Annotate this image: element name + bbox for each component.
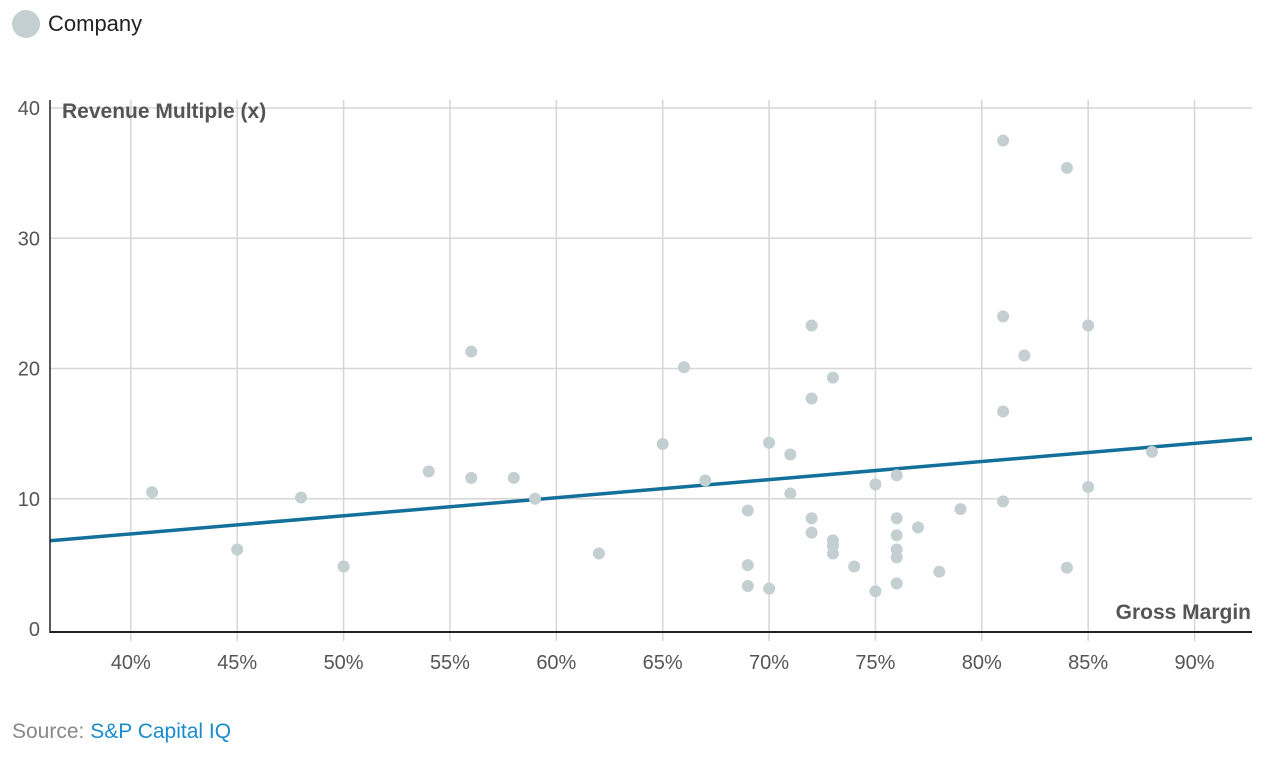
x-tick-label: 85%	[1068, 652, 1108, 674]
data-point	[1082, 319, 1095, 332]
points-group	[146, 134, 1159, 598]
y-tick-label: 40	[18, 98, 40, 120]
data-point	[1060, 161, 1073, 174]
x-tick-label: 45%	[217, 652, 257, 674]
data-point	[1146, 445, 1159, 458]
data-point	[784, 448, 797, 461]
legend-label-company: Company	[48, 11, 143, 36]
data-point	[826, 371, 839, 384]
data-point	[890, 529, 903, 542]
x-tick-label: 70%	[749, 652, 789, 674]
data-point	[869, 585, 882, 598]
data-point	[741, 580, 754, 593]
x-tick-label: 40%	[111, 652, 151, 674]
data-point	[146, 486, 159, 499]
data-point	[826, 547, 839, 560]
data-point	[805, 319, 818, 332]
source-note: Source: S&P Capital IQ	[12, 720, 231, 744]
data-point	[911, 521, 924, 534]
data-point	[295, 491, 308, 504]
x-axis-title: Gross Margin	[1116, 601, 1251, 624]
data-point	[465, 345, 478, 358]
x-tick-label: 55%	[430, 652, 470, 674]
x-tick-label: 60%	[536, 652, 576, 674]
trendline-group	[49, 436, 1253, 543]
data-point	[677, 361, 690, 374]
data-point	[465, 471, 478, 484]
data-point	[954, 503, 967, 516]
y-tick-label: 30	[18, 228, 40, 250]
y-tick-label: 20	[18, 359, 40, 381]
y-tick-label: 10	[18, 489, 40, 511]
data-point	[1060, 561, 1073, 574]
legend: Company	[12, 10, 142, 38]
data-point	[997, 134, 1010, 147]
data-point	[592, 547, 605, 560]
data-point	[805, 512, 818, 525]
data-point	[763, 436, 776, 449]
data-point	[337, 560, 350, 573]
data-point	[231, 543, 244, 556]
data-point	[848, 560, 861, 573]
grid	[50, 100, 1252, 641]
data-point	[869, 478, 882, 491]
data-point	[741, 559, 754, 572]
scatter-chart: 0 10 20 30 40 40% 45% 50% 55% 60% 65% 70% 75% 80% 85% 9…	[18, 98, 1253, 674]
legend-swatch-company	[12, 10, 40, 38]
data-point	[933, 565, 946, 578]
data-point	[507, 471, 520, 484]
source-label: Source:	[12, 720, 85, 743]
data-point	[763, 582, 776, 595]
x-tick-label: 75%	[855, 652, 895, 674]
data-point	[422, 465, 435, 478]
data-point	[529, 492, 542, 505]
data-point	[890, 469, 903, 482]
data-point	[805, 526, 818, 539]
x-tick-label: 65%	[643, 652, 683, 674]
source-link[interactable]: S&P Capital IQ	[90, 720, 232, 743]
data-point	[890, 577, 903, 590]
data-point	[784, 487, 797, 500]
y-axis-title: Revenue Multiple (x)	[62, 100, 266, 123]
data-point	[741, 504, 754, 517]
data-point	[890, 512, 903, 525]
data-point	[997, 495, 1010, 508]
data-point	[656, 438, 669, 451]
data-point	[997, 310, 1010, 323]
x-tick-label: 90%	[1175, 652, 1215, 674]
x-tick-label: 80%	[962, 652, 1002, 674]
y-tick-label: 0	[29, 619, 40, 641]
data-point	[890, 551, 903, 564]
x-tick-label: 50%	[324, 652, 364, 674]
data-point	[1018, 349, 1031, 362]
data-point	[805, 392, 818, 405]
trendline	[49, 436, 1253, 543]
data-point	[699, 474, 712, 487]
axes: 0 10 20 30 40 40% 45% 50% 55% 60% 65% 70% 75% 80% 85% 9…	[18, 98, 1252, 674]
data-point	[997, 405, 1010, 418]
data-point	[1082, 481, 1095, 494]
